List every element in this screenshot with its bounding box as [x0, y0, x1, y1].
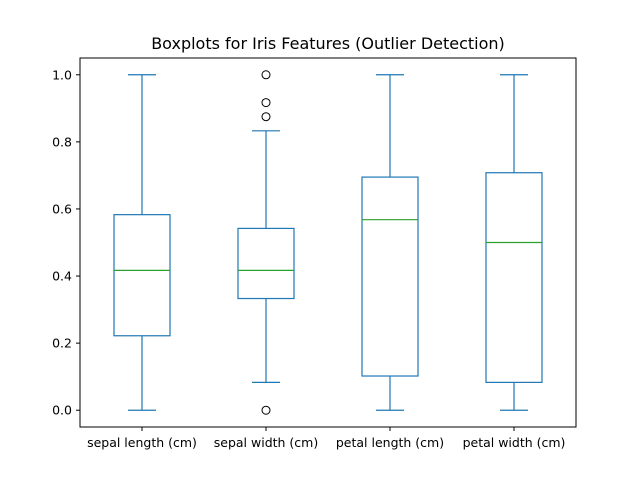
y-tick-label: 0.6	[52, 201, 72, 216]
x-axis: sepal length (cm) sepal width (cm) petal l…	[87, 427, 565, 450]
x-tick-label: sepal length (cm)	[87, 435, 197, 450]
iqr-box	[237, 227, 295, 300]
iqr-box	[361, 176, 419, 377]
x-tick-label: petal length (cm)	[336, 435, 444, 450]
x-tick-label: petal width (cm)	[463, 435, 566, 450]
box-2	[237, 70, 295, 415]
y-axis: 0.0 0.2 0.4 0.6 0.8 1.0	[52, 67, 80, 418]
outlier-point	[261, 70, 271, 80]
box-3	[361, 74, 419, 411]
y-tick-label: 0.0	[52, 403, 72, 418]
y-tick-label: 0.4	[52, 269, 72, 284]
y-tick-label: 1.0	[52, 67, 72, 82]
y-tick-label: 0.8	[52, 134, 72, 149]
outlier-point	[261, 112, 271, 122]
box-1	[113, 74, 171, 411]
axes-frame	[79, 57, 577, 428]
chart-title: Boxplots for Iris Features (Outlier Dete…	[151, 34, 505, 53]
outlier-point	[261, 405, 271, 415]
iqr-box	[485, 172, 543, 383]
y-tick-label: 0.2	[52, 336, 72, 351]
x-tick-label: sepal width (cm)	[214, 435, 318, 450]
box-4	[485, 74, 543, 411]
iqr-box	[113, 214, 171, 337]
outlier-point	[261, 98, 271, 108]
plot-area	[113, 70, 543, 415]
